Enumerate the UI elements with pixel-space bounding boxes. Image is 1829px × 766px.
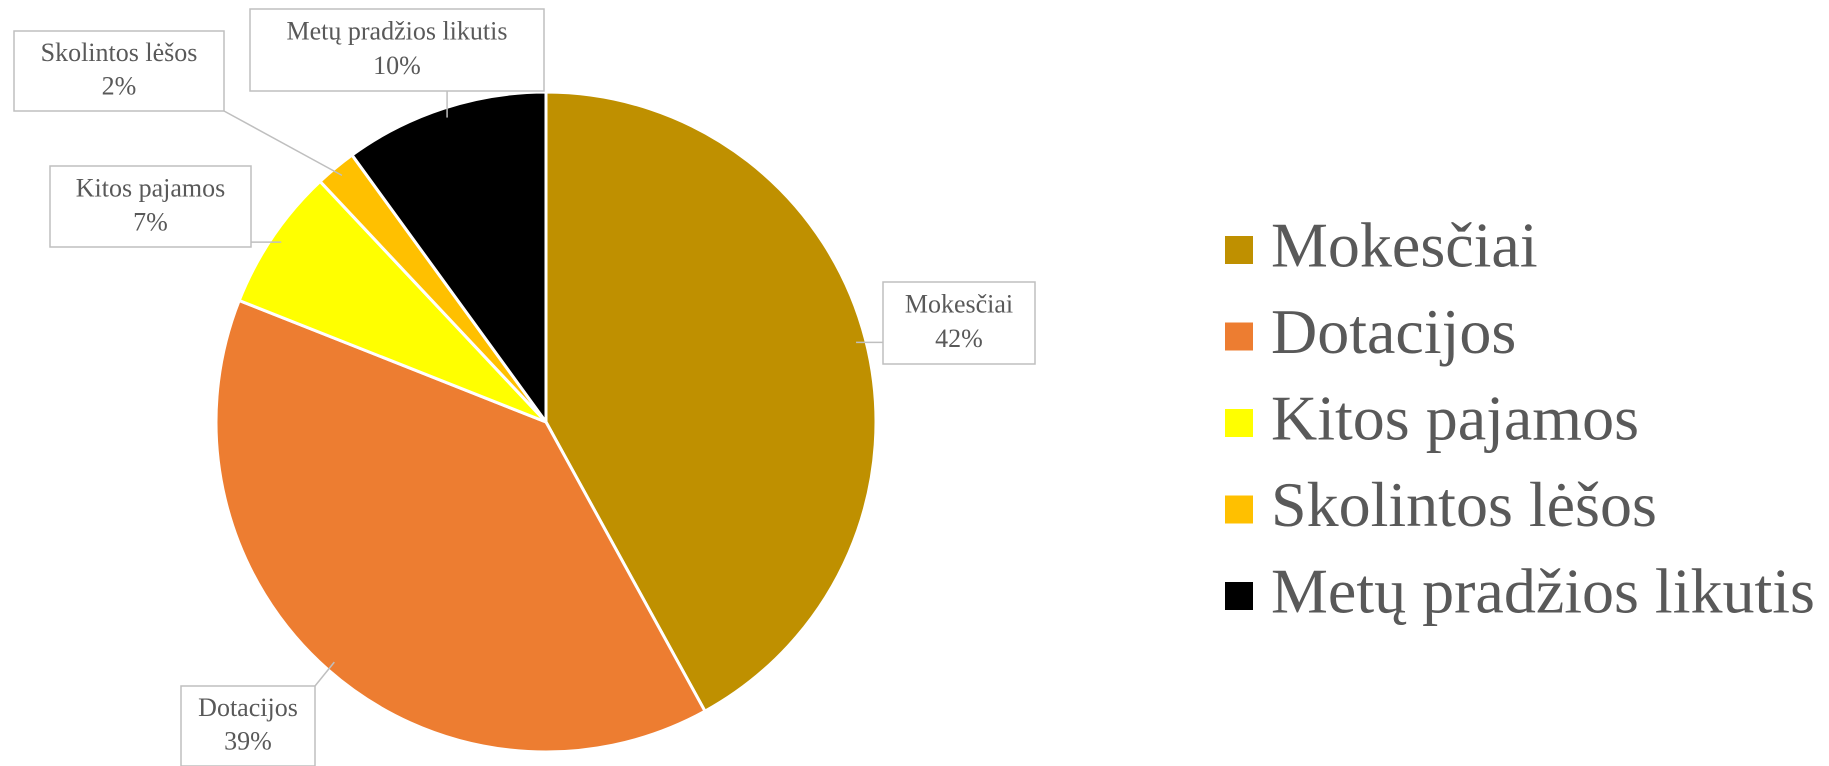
data-label: 10% — [373, 51, 421, 80]
label-box — [13, 30, 225, 112]
pie-slice — [349, 90, 548, 427]
legend-swatch — [1225, 409, 1253, 437]
data-label: 2% — [102, 72, 137, 101]
legend-label: Dotacijos — [1271, 296, 1516, 367]
label-box — [49, 165, 252, 248]
leader-line — [314, 661, 335, 687]
legend-label: Metų pradžios likutis — [1271, 556, 1815, 627]
leader-line — [223, 110, 343, 177]
legend-swatch — [1225, 495, 1253, 524]
label-category: Metų pradžios likutis — [287, 17, 508, 46]
label-category: Mokesčiai — [905, 290, 1013, 319]
data-label: 7% — [133, 207, 168, 236]
legend-label: Skolintos lėšos — [1271, 469, 1657, 540]
label-box — [249, 8, 545, 92]
legend-swatch — [1225, 582, 1253, 610]
pie-slice — [237, 179, 548, 424]
label-box — [882, 281, 1036, 365]
label-category: Skolintos lėšos — [41, 38, 198, 67]
data-label: 42% — [935, 324, 983, 353]
legend-swatch — [1225, 322, 1253, 351]
label-category: Dotacijos — [198, 693, 298, 722]
legend-label: Mokesčiai — [1271, 210, 1538, 281]
legend-label: Kitos pajamos — [1271, 383, 1639, 454]
pie-slice — [544, 90, 878, 714]
legend-swatch — [1225, 236, 1253, 264]
label-category: Kitos pajamos — [76, 173, 226, 202]
label-box — [180, 685, 316, 766]
data-label: 39% — [224, 727, 272, 756]
